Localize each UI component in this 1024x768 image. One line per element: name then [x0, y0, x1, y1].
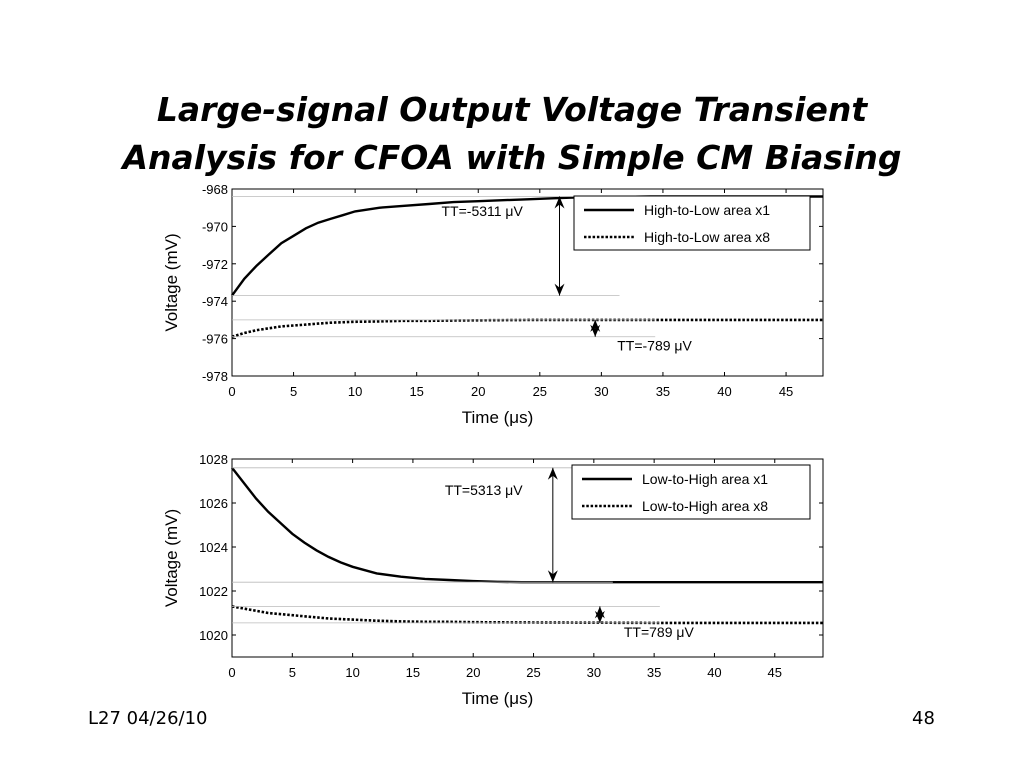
x-tick-label: 45: [779, 384, 793, 399]
annotation-label: TT=5313 μV: [445, 482, 523, 498]
y-tick-label: -974: [202, 294, 228, 309]
x-tick-label: 15: [406, 665, 420, 680]
y-tick-label: -978: [202, 369, 228, 384]
legend-label-1: Low-to-High area x1: [642, 471, 768, 487]
legend-label-2: High-to-Low area x8: [644, 229, 770, 245]
y-tick-label: 1024: [199, 540, 228, 555]
x-tick-label: 20: [471, 384, 485, 399]
x-tick-label: 20: [466, 665, 480, 680]
x-axis-label: Time (μs): [462, 689, 534, 708]
legend-box: [571, 464, 811, 520]
annotation-arrow-head-down: [590, 324, 601, 337]
y-tick-label: 1022: [199, 584, 228, 599]
y-tick-label: -976: [202, 332, 228, 347]
legend-label-2: Low-to-High area x8: [642, 498, 768, 514]
page-number: 48: [912, 708, 935, 729]
annotation-label: TT=-5311 μV: [442, 203, 524, 219]
annotation-arrow-head-down: [547, 570, 558, 583]
annotation-arrow-head-up: [554, 196, 565, 209]
slide-title-line-2: Analysis for CFOA with Simple CM Biasing: [122, 138, 902, 177]
x-tick-label: 15: [409, 384, 423, 399]
annotation-label: TT=-789 μV: [617, 338, 692, 354]
x-axis-label: Time (μs): [462, 408, 534, 427]
footer-date: L27 04/26/10: [88, 708, 208, 729]
x-tick-label: 0: [228, 384, 235, 399]
y-tick-label: 1028: [199, 452, 228, 467]
x-tick-label: 30: [587, 665, 601, 680]
chart-2: 0 5 10 15 20 25 30 35 40 45 1028 1026 1024 1022 1020 Ti…: [162, 452, 824, 708]
x-tick-label: 40: [717, 384, 731, 399]
plot-frame: [231, 458, 824, 658]
y-tick-label: -968: [202, 182, 228, 197]
series-line-2: [231, 605, 823, 625]
chart-1: 0 5 10 15 20 25 30 35 40 45 -968 -970 -972 -974 -976 -9…: [162, 182, 824, 427]
x-tick-label: 10: [348, 384, 362, 399]
annotation-arrow-head-down: [554, 283, 565, 296]
y-tick-label: 1026: [199, 496, 228, 511]
x-tick-label: 35: [647, 665, 661, 680]
slide-title: Large-signal Output Voltage Transient An…: [0, 86, 1024, 182]
legend-label-1: High-to-Low area x1: [644, 202, 770, 218]
plot-frame: [231, 188, 824, 377]
y-axis-label: Voltage (mV): [162, 233, 181, 331]
x-tick-label: 45: [768, 665, 782, 680]
series-line-1: [231, 467, 823, 584]
annotation-arrow-head-up: [547, 467, 558, 480]
y-axis-label: Voltage (mV): [162, 509, 181, 607]
x-tick-label: 30: [594, 384, 608, 399]
x-tick-label: 5: [289, 665, 296, 680]
y-tick-label: -970: [202, 219, 228, 234]
series-line-2: [231, 318, 823, 338]
annotation-arrow-head-down: [594, 610, 605, 623]
x-tick-label: 35: [656, 384, 670, 399]
x-tick-label: 0: [228, 665, 235, 680]
x-tick-label: 40: [707, 665, 721, 680]
x-tick-label: 25: [533, 384, 547, 399]
slide-title-line-1: Large-signal Output Voltage Transient: [156, 90, 868, 129]
x-tick-label: 25: [526, 665, 540, 680]
y-tick-label: -972: [202, 257, 228, 272]
y-tick-label: 1020: [199, 628, 228, 643]
annotation-label: TT=789 μV: [624, 624, 695, 640]
x-tick-label: 5: [290, 384, 297, 399]
legend-box: [573, 195, 811, 251]
x-tick-label: 10: [345, 665, 359, 680]
